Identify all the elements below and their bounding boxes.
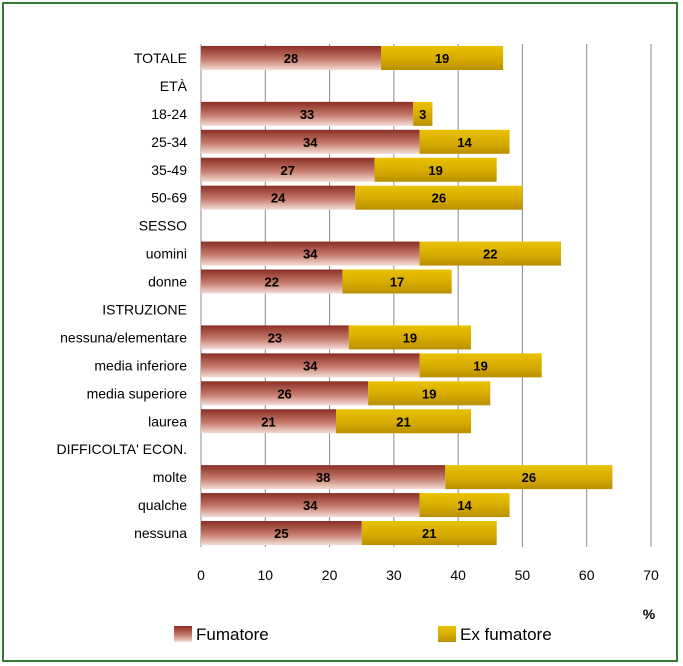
data-label: 34 [303, 498, 318, 513]
category-label: 50-69 [151, 190, 187, 206]
bar-ex-fumatore [355, 185, 523, 210]
data-label: 34 [303, 247, 318, 262]
bar-ex-fumatore [419, 241, 561, 266]
category-label: DIFFICOLTA' ECON. [57, 441, 188, 457]
bar-ex-fumatore [445, 465, 613, 490]
x-tick-label: 70 [643, 567, 659, 583]
x-tick-label: 20 [322, 567, 338, 583]
category-label: ISTRUZIONE [102, 301, 187, 317]
data-label: 17 [390, 275, 404, 290]
bar-fumatore [201, 493, 420, 518]
x-tick-label: 10 [257, 567, 273, 583]
data-label: 27 [281, 163, 295, 178]
category-label: nessuna/elementare [60, 329, 187, 345]
bar-ex-fumatore [419, 129, 510, 154]
data-label: 33 [300, 107, 314, 122]
data-label: 21 [422, 526, 436, 541]
data-label: 22 [483, 247, 497, 262]
data-label: 25 [274, 526, 288, 541]
category-label: molte [153, 469, 187, 485]
category-label: laurea [148, 413, 187, 429]
category-label: uomini [146, 246, 187, 262]
bar-ex-fumatore [336, 409, 471, 434]
category-label: TOTALE [134, 50, 187, 66]
category-label: 18-24 [151, 106, 187, 122]
data-label: 34 [303, 358, 318, 373]
data-label: 19 [435, 51, 449, 66]
data-label: 21 [396, 414, 410, 429]
data-label: 26 [522, 470, 536, 485]
bar-fumatore [201, 521, 362, 546]
bar-ex-fumatore [368, 381, 491, 406]
bar-fumatore [201, 241, 420, 266]
data-label: 19 [428, 163, 442, 178]
bar-fumatore [201, 353, 420, 378]
x-tick-label: 50 [515, 567, 531, 583]
bar-ex-fumatore [374, 157, 497, 182]
data-label: 34 [303, 135, 318, 150]
bar-fumatore [201, 381, 369, 406]
category-label: media superiore [87, 385, 188, 401]
data-label: 14 [457, 498, 472, 513]
bar-ex-fumatore [342, 269, 452, 294]
data-label: 19 [422, 386, 436, 401]
category-label: qualche [138, 497, 187, 513]
bar-fumatore [201, 45, 381, 70]
data-label: 19 [473, 358, 487, 373]
data-label: 23 [268, 330, 282, 345]
category-label: donne [148, 274, 187, 290]
x-axis-label: % [643, 606, 656, 622]
bar-fumatore [201, 101, 414, 126]
legend-swatch [174, 626, 192, 642]
bar-fumatore [201, 129, 420, 154]
bar-ex-fumatore [381, 45, 504, 70]
category-label: 35-49 [151, 162, 187, 178]
category-label: SESSO [139, 218, 187, 234]
bar-fumatore [201, 325, 349, 350]
bar-ex-fumatore [361, 521, 497, 546]
data-label: 21 [261, 414, 275, 429]
data-label: 28 [284, 51, 298, 66]
data-label: 3 [419, 107, 426, 122]
data-label: 38 [316, 470, 330, 485]
data-label: 22 [264, 275, 278, 290]
x-tick-label: 30 [386, 567, 402, 583]
bar-fumatore [201, 185, 356, 210]
x-tick-label: 60 [579, 567, 595, 583]
x-tick-label: 0 [197, 567, 205, 583]
category-label: media inferiore [94, 357, 187, 373]
bar-ex-fumatore [413, 101, 433, 126]
category-label: ETÀ [160, 78, 188, 94]
x-tick-label: 40 [450, 567, 466, 583]
bar-ex-fumatore [348, 325, 471, 350]
data-label: 26 [432, 191, 446, 206]
data-label: 19 [403, 330, 417, 345]
data-label: 24 [271, 191, 286, 206]
legend-label: Ex fumatore [460, 625, 552, 644]
data-label: 14 [457, 135, 472, 150]
category-label: 25-34 [151, 134, 187, 150]
bar-fumatore [201, 409, 336, 434]
bar-fumatore [201, 157, 375, 182]
bar-fumatore [201, 269, 343, 294]
bar-ex-fumatore [419, 493, 510, 518]
legend-label: Fumatore [196, 625, 269, 644]
legend-swatch [438, 626, 456, 642]
data-label: 26 [277, 386, 291, 401]
bar-ex-fumatore [419, 353, 542, 378]
category-label: nessuna [134, 525, 187, 541]
bar-fumatore [201, 465, 446, 490]
